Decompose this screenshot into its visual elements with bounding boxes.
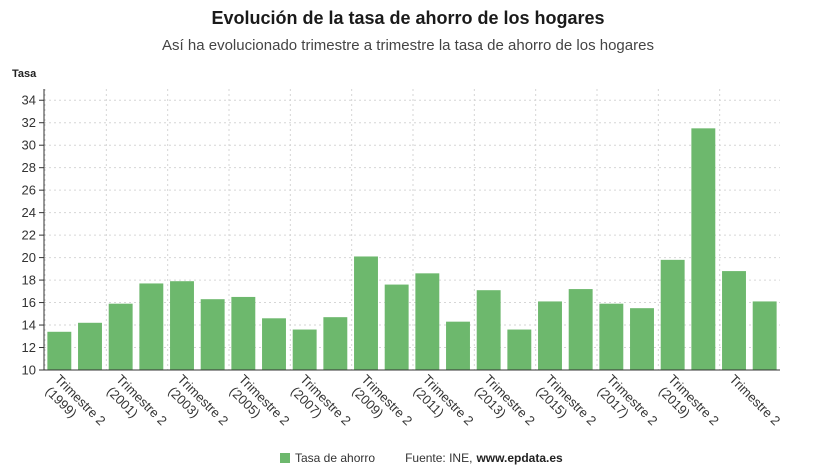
x-tick-label: Trimestre 2(2009)	[348, 372, 415, 439]
bar	[139, 283, 164, 370]
bar	[691, 128, 716, 370]
bar	[476, 290, 501, 370]
y-tick-label: 34	[22, 93, 36, 108]
grid-lines	[44, 89, 780, 370]
y-tick-label: 12	[22, 340, 36, 355]
bar	[323, 317, 348, 370]
x-tick-label: Trimestre 2	[727, 372, 784, 429]
chart-title: Evolución de la tasa de ahorro de los ho…	[211, 8, 605, 28]
bar	[568, 289, 593, 370]
y-tick-label: 32	[22, 115, 36, 130]
source-text: Fuente: INE,	[405, 451, 473, 465]
bar	[630, 308, 654, 370]
y-tick-label: 24	[22, 205, 36, 220]
x-tick-label: Trimestre 2(2019)	[655, 372, 722, 439]
y-tick-label: 20	[22, 250, 36, 265]
y-tick-label: 26	[22, 183, 36, 198]
x-tick-label: Trimestre 2(2013)	[471, 372, 538, 439]
y-tick-label: 10	[22, 363, 36, 378]
y-tick-label: 22	[22, 228, 36, 243]
bar	[538, 301, 562, 370]
bar	[722, 271, 746, 370]
x-tick-label: Trimestre 2(2015)	[532, 372, 599, 439]
x-tick-label: Trimestre 2(2017)	[593, 372, 660, 439]
legend-label: Tasa de ahorro	[295, 451, 376, 465]
bar-chart: 10 12 14 16 18 20 22 24 26 28 30 32 34 Trimestre 2(19…	[12, 68, 784, 439]
y-tick-label: 18	[22, 273, 36, 288]
source-link[interactable]: www.epdata.es	[476, 451, 563, 465]
legend-swatch	[280, 453, 290, 463]
x-tick-label: Trimestre 2(2001)	[103, 372, 170, 439]
bar	[231, 296, 256, 370]
bar	[108, 303, 133, 370]
bar	[384, 284, 409, 370]
bar	[660, 259, 685, 370]
bar	[354, 256, 378, 370]
bar	[170, 281, 194, 370]
bar	[599, 303, 624, 370]
x-tick-label: Trimestre 2(2003)	[164, 372, 231, 439]
x-tick-label: Trimestre 2(2007)	[287, 372, 354, 439]
legend: Tasa de ahorro Fuente: INE, www.epdata.e…	[280, 451, 563, 465]
y-axis-title: Tasa	[12, 68, 37, 80]
y-tick-label: 28	[22, 160, 36, 175]
x-tick-label: Trimestre 2(2005)	[225, 372, 292, 439]
bar	[446, 321, 470, 370]
chart-subtitle: Así ha evolucionado trimestre a trimestr…	[162, 37, 654, 54]
y-tick-label: 30	[22, 138, 36, 153]
bar	[752, 301, 777, 370]
bar	[507, 329, 532, 370]
bar	[262, 318, 286, 370]
bar	[200, 299, 225, 370]
bar	[292, 329, 317, 370]
x-tick-label: Trimestre 2(2011)	[409, 372, 476, 439]
y-tick-label: 16	[22, 295, 36, 310]
x-tick-label: Trimestre 2(1999)	[41, 372, 108, 439]
bars	[47, 128, 777, 370]
y-tick-label: 14	[22, 318, 36, 333]
bar	[415, 273, 440, 370]
bar	[78, 322, 102, 370]
bar	[47, 331, 72, 370]
